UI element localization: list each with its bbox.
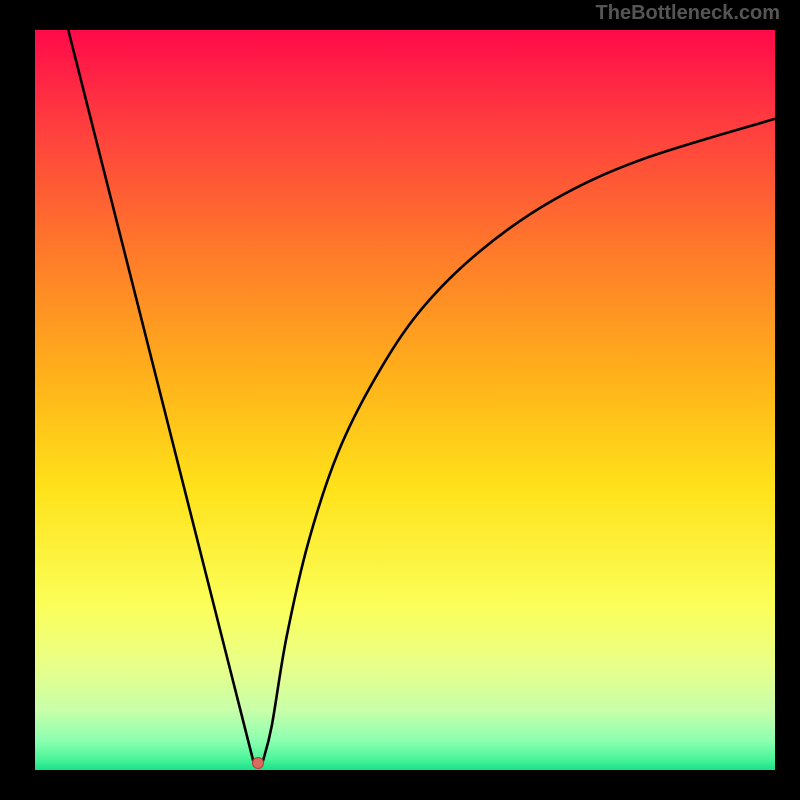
plot-area (35, 30, 775, 770)
watermark-text: TheBottleneck.com (596, 2, 780, 25)
chart-container: TheBottleneck.com (0, 0, 800, 800)
bottleneck-curve (68, 30, 775, 761)
curve-svg (35, 30, 775, 770)
optimal-point-marker (252, 757, 264, 769)
